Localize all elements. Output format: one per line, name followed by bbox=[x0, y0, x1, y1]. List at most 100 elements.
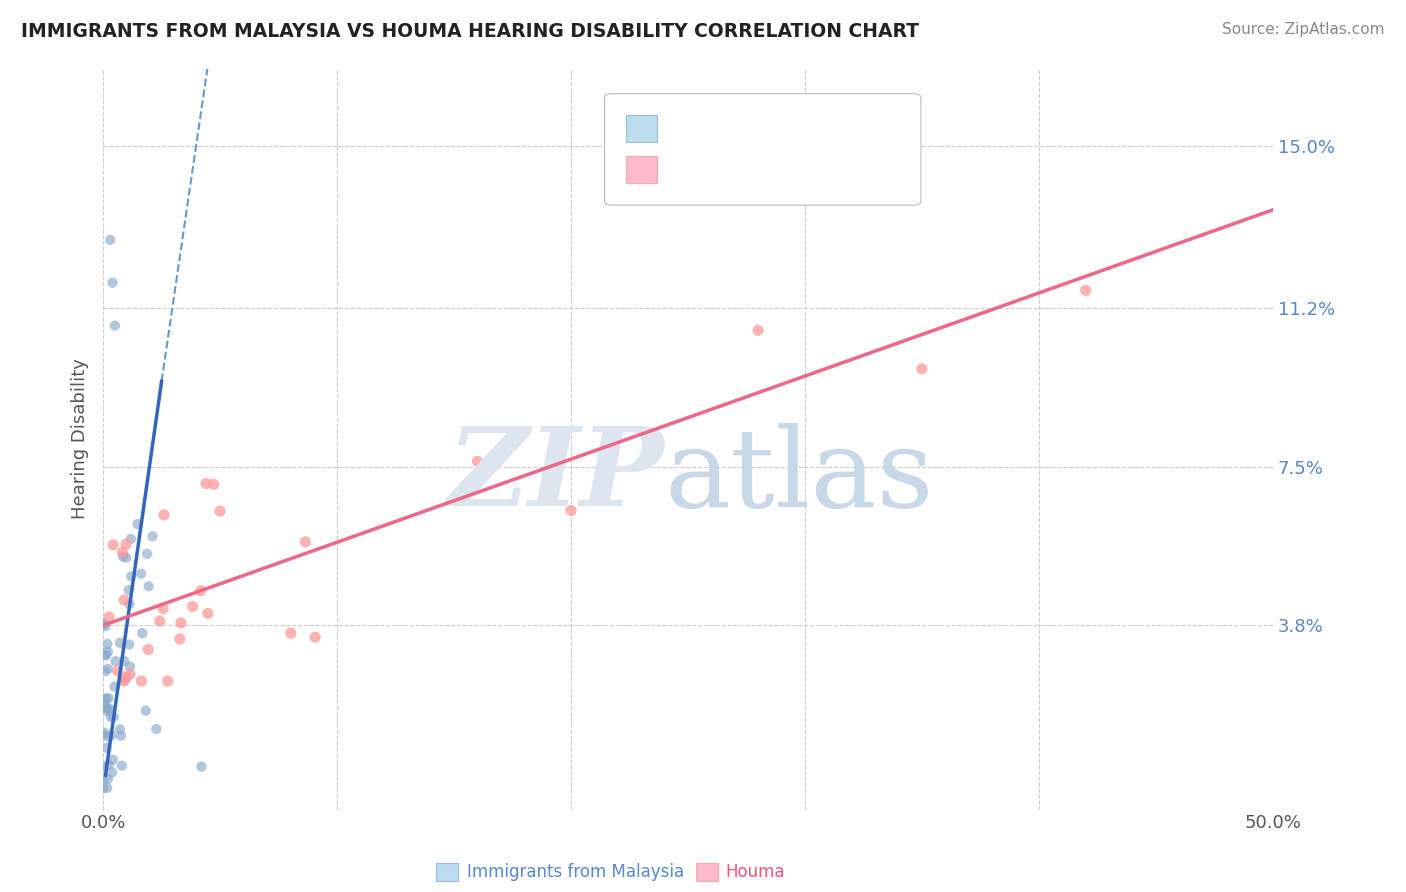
Point bbox=[101, 538, 124, 552]
Point bbox=[114, 673, 136, 687]
Point bbox=[91, 772, 114, 787]
Point bbox=[115, 670, 138, 684]
Point bbox=[101, 765, 124, 780]
Point bbox=[104, 318, 127, 333]
Text: Source: ZipAtlas.com: Source: ZipAtlas.com bbox=[1222, 22, 1385, 37]
Point bbox=[138, 579, 160, 593]
Point bbox=[170, 615, 193, 630]
Point bbox=[93, 615, 115, 630]
Text: R = 0.435   N = 61: R = 0.435 N = 61 bbox=[665, 120, 830, 137]
Point bbox=[97, 645, 120, 659]
Y-axis label: Hearing Disability: Hearing Disability bbox=[72, 359, 89, 519]
Point bbox=[96, 648, 118, 662]
Point bbox=[107, 664, 129, 678]
Point bbox=[98, 610, 121, 624]
Point bbox=[93, 648, 115, 663]
Point bbox=[208, 504, 231, 518]
Point bbox=[131, 673, 153, 688]
Point bbox=[118, 597, 141, 611]
Point bbox=[91, 728, 114, 742]
Point bbox=[169, 632, 191, 646]
Point bbox=[97, 691, 120, 706]
Point bbox=[94, 698, 117, 712]
Point bbox=[156, 673, 179, 688]
Point bbox=[127, 516, 149, 531]
Point bbox=[280, 626, 302, 640]
Text: Houma: Houma bbox=[725, 863, 785, 881]
Point bbox=[96, 637, 118, 651]
Point bbox=[101, 276, 124, 290]
Point bbox=[98, 233, 121, 247]
Point bbox=[136, 642, 159, 657]
Point bbox=[97, 662, 120, 676]
Point bbox=[120, 532, 142, 546]
Point bbox=[294, 534, 316, 549]
Point bbox=[97, 772, 120, 786]
Point bbox=[560, 503, 582, 517]
Text: atlas: atlas bbox=[665, 423, 934, 530]
Point bbox=[97, 730, 120, 744]
Point bbox=[96, 780, 118, 795]
Point bbox=[112, 673, 135, 688]
Point bbox=[94, 664, 117, 678]
Point bbox=[97, 757, 120, 772]
Point bbox=[115, 537, 138, 551]
Point bbox=[747, 323, 769, 337]
Text: R = 0.743   N = 31: R = 0.743 N = 31 bbox=[665, 161, 830, 178]
Point bbox=[103, 710, 125, 724]
Point bbox=[112, 654, 135, 668]
Point bbox=[152, 601, 174, 615]
Point bbox=[118, 638, 141, 652]
Text: Immigrants from Malaysia: Immigrants from Malaysia bbox=[467, 863, 683, 881]
Point bbox=[111, 545, 134, 559]
Point bbox=[181, 599, 204, 614]
Point bbox=[91, 760, 114, 774]
Point bbox=[91, 781, 114, 796]
Point bbox=[96, 691, 118, 706]
Point bbox=[97, 702, 120, 716]
Point bbox=[1074, 284, 1097, 298]
Point bbox=[104, 654, 127, 668]
Point bbox=[110, 729, 132, 743]
Point bbox=[96, 740, 118, 755]
Point bbox=[112, 549, 135, 564]
Point bbox=[202, 477, 225, 491]
Point bbox=[131, 626, 153, 640]
Point bbox=[100, 710, 122, 724]
Point bbox=[108, 723, 131, 737]
Point bbox=[153, 508, 176, 522]
Point bbox=[94, 619, 117, 633]
Point bbox=[145, 722, 167, 736]
Text: ZIP: ZIP bbox=[449, 422, 665, 530]
Point bbox=[93, 725, 115, 739]
Point bbox=[98, 702, 121, 716]
Point bbox=[304, 630, 326, 644]
Point bbox=[120, 569, 142, 583]
Point bbox=[141, 529, 163, 543]
Point bbox=[96, 704, 118, 718]
Point bbox=[94, 700, 117, 714]
Point bbox=[190, 583, 212, 598]
Point bbox=[190, 760, 212, 774]
Point bbox=[135, 704, 157, 718]
Point bbox=[115, 550, 138, 565]
Point bbox=[149, 614, 172, 628]
Point bbox=[111, 758, 134, 772]
Point bbox=[118, 659, 141, 673]
Text: IMMIGRANTS FROM MALAYSIA VS HOUMA HEARING DISABILITY CORRELATION CHART: IMMIGRANTS FROM MALAYSIA VS HOUMA HEARIN… bbox=[21, 22, 920, 41]
Point bbox=[911, 361, 934, 376]
Point bbox=[112, 593, 135, 607]
Point bbox=[101, 753, 124, 767]
Point bbox=[195, 476, 218, 491]
Point bbox=[93, 617, 115, 632]
Point bbox=[103, 680, 125, 694]
Point bbox=[467, 454, 489, 468]
Point bbox=[118, 583, 141, 598]
Point bbox=[93, 691, 115, 706]
Point bbox=[136, 547, 159, 561]
Point bbox=[118, 667, 141, 681]
Point bbox=[129, 566, 152, 581]
Point bbox=[100, 728, 122, 742]
Point bbox=[108, 636, 131, 650]
Point bbox=[197, 607, 219, 621]
